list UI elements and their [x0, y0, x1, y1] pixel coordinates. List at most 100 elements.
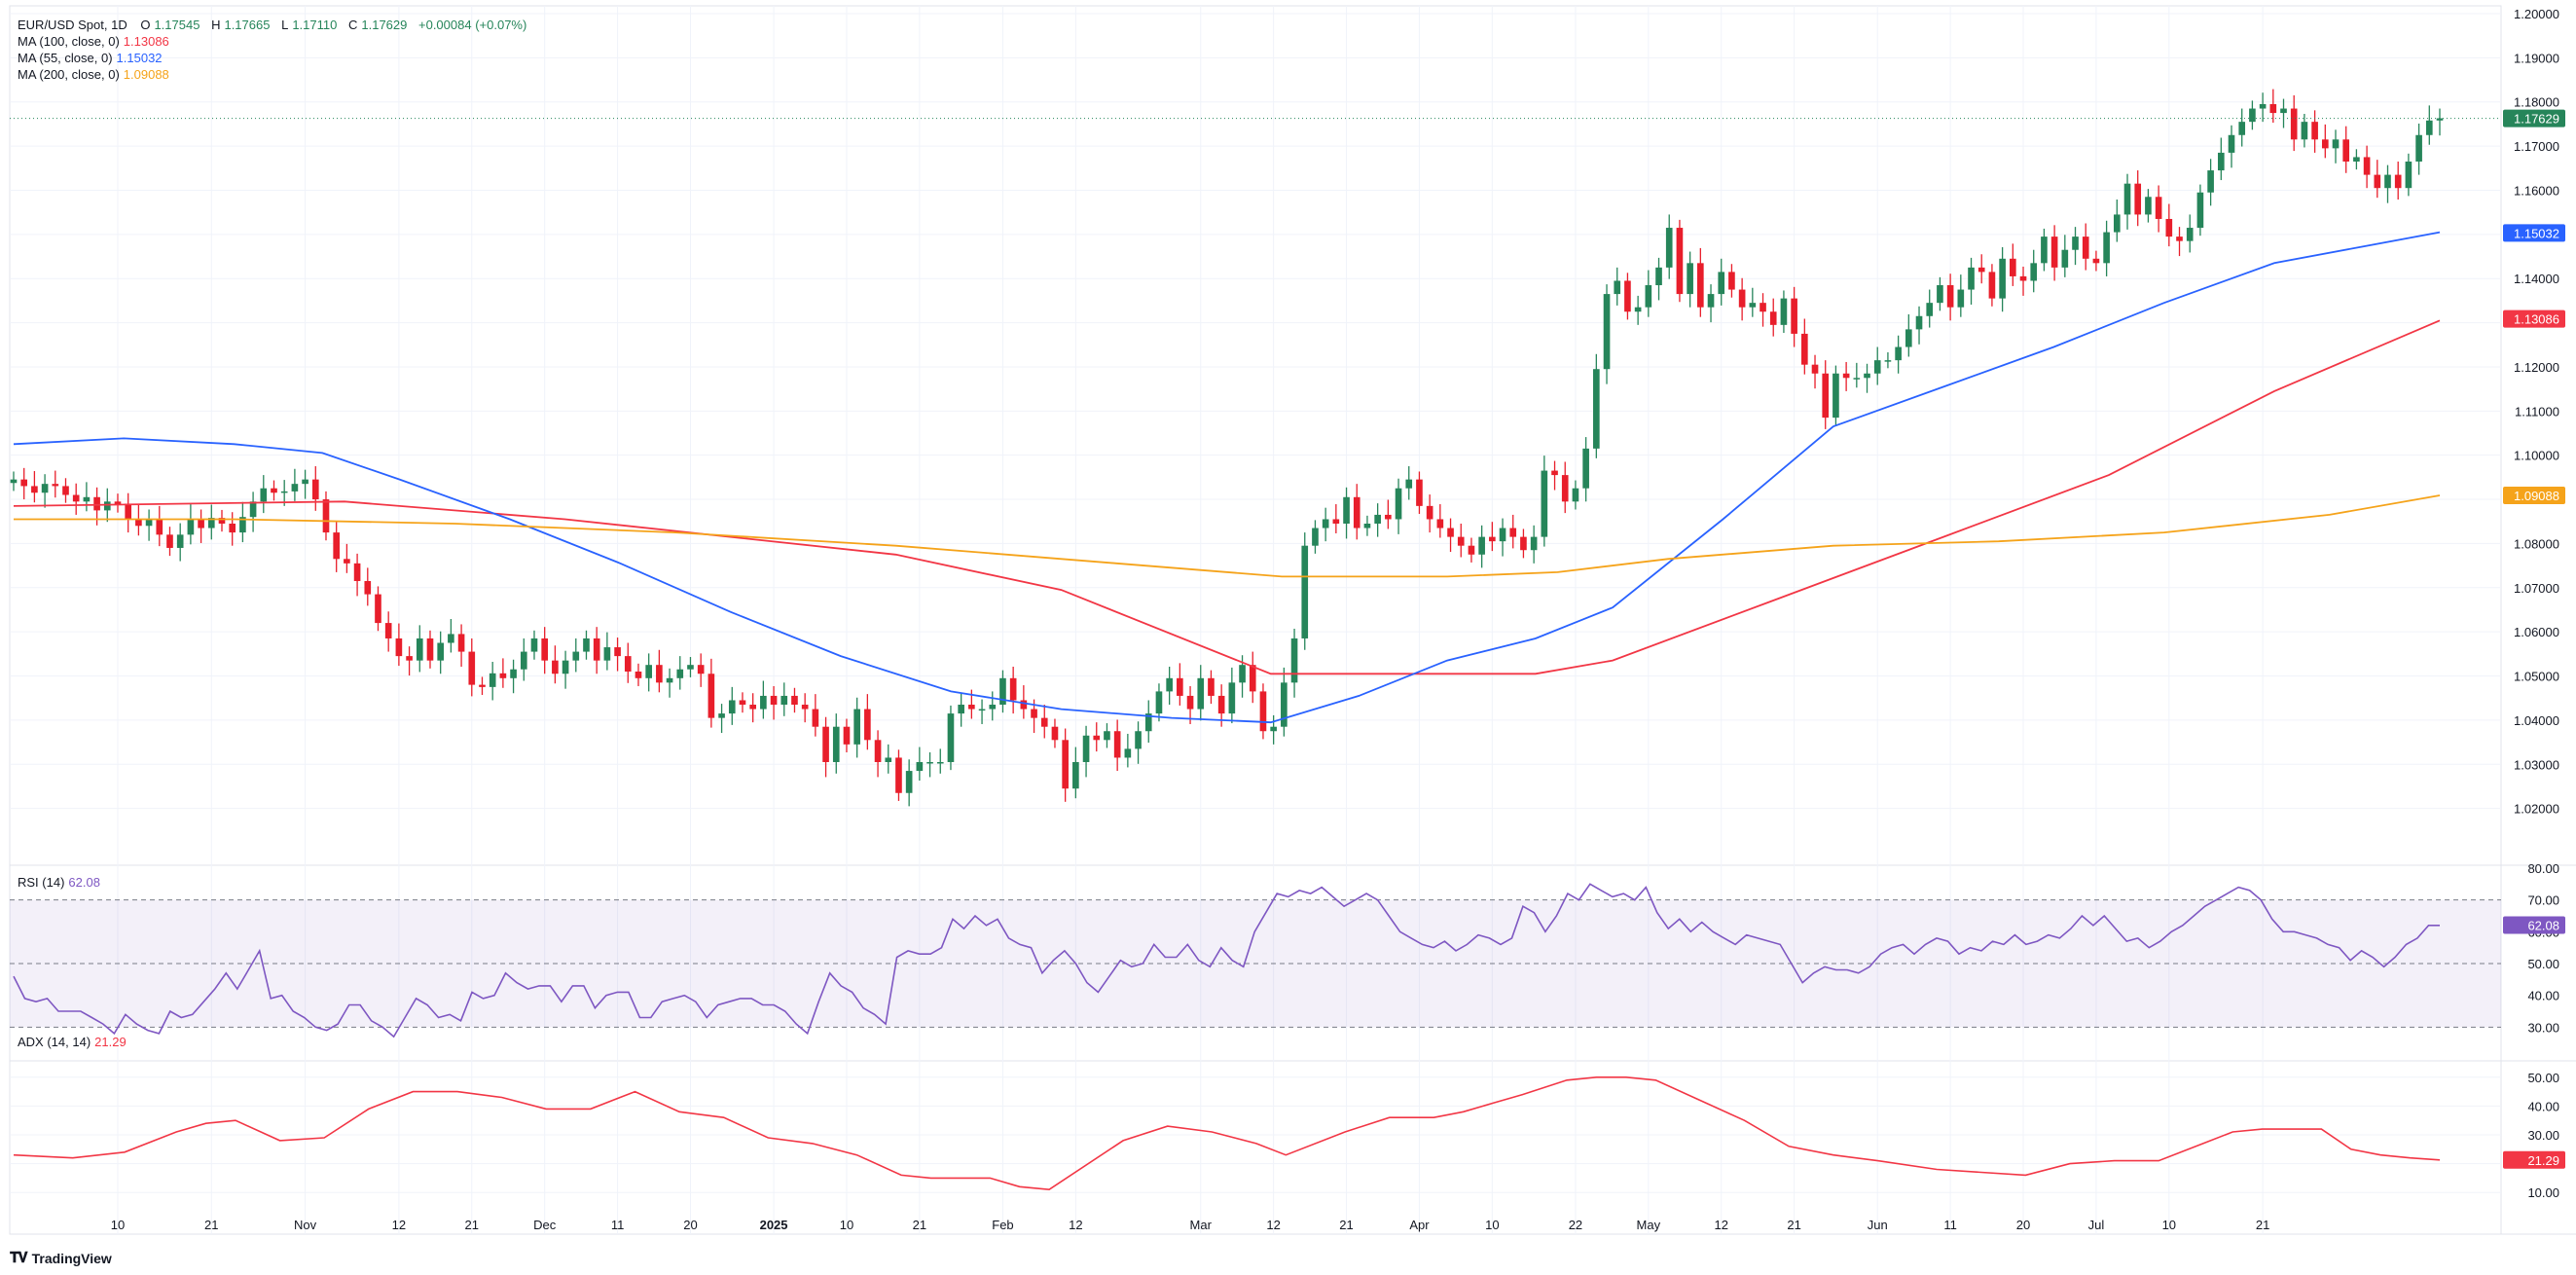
candle-body: [2165, 218, 2173, 237]
candle-body: [1405, 479, 1413, 489]
candle-body: [1551, 470, 1558, 476]
candle-body: [1499, 528, 1506, 542]
candle-body: [353, 563, 361, 581]
legend-adx[interactable]: ADX (14, 14) 21.29: [18, 1035, 127, 1049]
candle-body: [2113, 214, 2121, 233]
y-tick-label: 1.20000: [2514, 7, 2559, 21]
y-tick-label: 1.03000: [2514, 757, 2559, 772]
candle-body: [812, 709, 819, 727]
ma55-line: [13, 231, 2441, 724]
legend-ma55[interactable]: MA (55, close, 0) 1.15032: [18, 51, 163, 65]
candle-body: [2321, 139, 2329, 149]
last-price-badge-text: 1.17629: [2514, 112, 2559, 127]
candle-body: [218, 518, 226, 525]
x-tick-label: Feb: [992, 1218, 1013, 1232]
candle-body: [1082, 735, 1090, 762]
tradingview-footer[interactable]: 𝐓𝐕 TradingView: [10, 1250, 112, 1266]
candle-body: [1915, 315, 1923, 330]
candle-body: [791, 695, 798, 706]
candle-body: [978, 709, 986, 711]
legend-ma200[interactable]: MA (200, close, 0) 1.09088: [18, 67, 169, 82]
legend-ma100-value: 1.13086: [123, 34, 169, 49]
candle-body: [416, 638, 423, 661]
legend-ma200-value: 1.09088: [123, 67, 169, 82]
candle-body: [2311, 122, 2318, 140]
x-tick-label: 21: [204, 1218, 218, 1232]
candle-body: [1645, 285, 1652, 308]
candle-body: [832, 726, 840, 762]
candle-body: [1457, 536, 1465, 546]
candle-body: [541, 638, 548, 661]
tradingview-brand: TradingView: [31, 1250, 112, 1266]
x-tick-label: 21: [2256, 1218, 2269, 1232]
candle-body: [936, 761, 944, 764]
candle-body: [916, 761, 924, 772]
ma55-badge: [2503, 224, 2565, 242]
candle-body: [2342, 139, 2350, 162]
legend-symbol: EUR/USD Spot, 1D: [18, 18, 127, 32]
candle-body: [572, 651, 580, 661]
candle-body: [1530, 536, 1538, 551]
candle-body: [1489, 536, 1496, 542]
candle-body: [229, 524, 236, 533]
legend-rsi[interactable]: RSI (14) 62.08: [18, 875, 100, 890]
legend-ma100[interactable]: MA (100, close, 0) 1.13086: [18, 34, 169, 49]
candle-body: [2374, 174, 2381, 189]
candle-body: [2363, 157, 2371, 175]
candle-body: [1728, 272, 1735, 290]
candle-body: [239, 517, 246, 533]
ma100-badge: [2503, 310, 2565, 328]
rsi-tick-label: 30.00: [2527, 1020, 2559, 1035]
candle-body: [1186, 695, 1194, 710]
x-tick-label: Mar: [1190, 1218, 1213, 1232]
candle-body: [1113, 731, 1121, 758]
candle-body: [2394, 174, 2402, 189]
candle-body: [874, 740, 882, 762]
candle-body: [1822, 373, 1830, 419]
candle-body: [1832, 373, 1839, 419]
candle-body: [2072, 237, 2079, 250]
candle-body: [1572, 488, 1579, 502]
candle-body: [499, 673, 507, 678]
candle-body: [645, 665, 652, 678]
candle-body: [1009, 677, 1017, 701]
legend-high: 1.17665: [224, 18, 271, 32]
candle-body: [760, 695, 767, 710]
candle-body: [552, 660, 559, 674]
x-tick-label: 12: [1069, 1218, 1082, 1232]
candle-body: [2155, 197, 2162, 219]
legend-rsi-value: 62.08: [68, 875, 100, 890]
tradingview-logo-icon: 𝐓𝐕: [10, 1250, 28, 1266]
candle-body: [103, 501, 111, 511]
legend-open: 1.17545: [154, 18, 200, 32]
candle-body: [676, 669, 684, 678]
candle-body: [135, 519, 142, 527]
x-tick-label: Dec: [533, 1218, 557, 1232]
candle-body: [1228, 682, 1236, 714]
candles-group: [10, 89, 2444, 807]
candle-body: [1447, 528, 1454, 537]
candle-body: [114, 501, 122, 505]
candle-body: [1977, 267, 1985, 273]
candle-body: [62, 486, 69, 495]
candle-body: [801, 705, 809, 710]
candle-body: [999, 677, 1006, 706]
y-tick-label: 1.05000: [2514, 670, 2559, 684]
candle-body: [426, 638, 434, 661]
x-tick-label: Apr: [1409, 1218, 1430, 1232]
candle-body: [1177, 677, 1183, 696]
candle-body: [1166, 677, 1173, 692]
candle-body: [2019, 275, 2027, 281]
candle-body: [2061, 249, 2069, 268]
candle-body: [437, 642, 444, 661]
ma200-badge-text: 1.09088: [2514, 489, 2559, 503]
candle-body: [1374, 514, 1381, 525]
candle-body: [2134, 183, 2142, 215]
candle-body: [1603, 294, 1611, 370]
candle-body: [1968, 267, 1975, 290]
candle-body: [1749, 303, 1757, 308]
ma200-badge: [2503, 487, 2565, 505]
candle-body: [926, 761, 933, 764]
candle-body: [125, 504, 132, 520]
